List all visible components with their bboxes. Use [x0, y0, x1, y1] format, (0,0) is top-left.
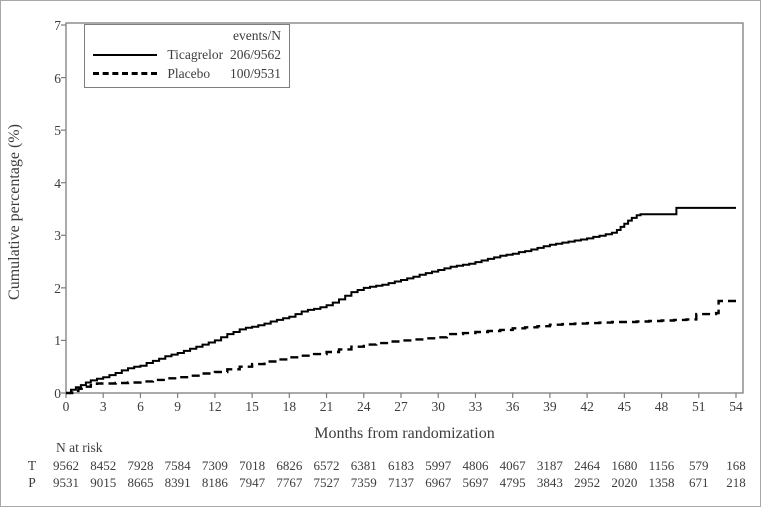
at-risk-value: 671 [689, 475, 709, 490]
legend-box: events/N Ticagrelor 206/9562 Placebo 100… [84, 24, 290, 88]
x-tick-label: 21 [319, 399, 334, 414]
x-tick-label: 3 [99, 399, 107, 414]
legend-label: Ticagrelor [167, 46, 224, 62]
at-risk-value: 1680 [611, 458, 638, 473]
at-risk-value: 7309 [201, 458, 228, 473]
y-tick-label: 5 [54, 123, 61, 139]
curve-placebo [66, 299, 738, 395]
x-tick-label: 6 [137, 399, 144, 414]
at-risk-value: 2952 [574, 475, 601, 490]
x-tick-label: 18 [282, 399, 297, 414]
at-risk-value: 168 [726, 458, 746, 473]
y-axis-title: Cumulative percentage (%) [6, 124, 23, 300]
plot-frame [65, 22, 744, 394]
at-risk-value: 8391 [164, 475, 191, 490]
at-risk-value: 1156 [648, 458, 675, 473]
at-risk-value: 8186 [201, 475, 228, 490]
y-tick-label: 0 [54, 386, 61, 401]
at-risk-value: 6183 [388, 458, 414, 473]
at-risk-value: 218 [726, 475, 746, 490]
at-risk-value: 7359 [350, 475, 377, 490]
x-tick-label: 48 [654, 399, 669, 414]
x-tick-label: 54 [729, 399, 743, 414]
at-risk-value: 9562 [53, 458, 79, 473]
x-tick-label: 30 [431, 399, 445, 414]
at-risk-value: 6826 [276, 458, 303, 473]
y-tick-label: 6 [54, 70, 61, 86]
at-risk-value: 6967 [425, 475, 452, 490]
x-axis-title: Months from randomization [314, 425, 495, 442]
x-tick-label: 24 [357, 399, 371, 414]
at-risk-value: 7947 [239, 475, 266, 490]
at-risk-value: 8452 [90, 458, 117, 473]
x-tick-label: 39 [543, 399, 557, 414]
y-tick-label: 7 [54, 18, 61, 33]
at-risk-value: 4067 [499, 458, 526, 473]
x-tick-label: 9 [174, 399, 182, 414]
x-tick-label: 36 [505, 399, 520, 414]
at-risk-value: 7018 [239, 458, 266, 473]
at-risk-value: 6381 [350, 458, 377, 473]
legend-header: events/N [233, 28, 281, 43]
y-tick-label: 2 [54, 280, 61, 296]
x-tick-label: 27 [394, 399, 408, 414]
at-risk-value: 7137 [388, 475, 414, 490]
at-risk-value: 5697 [462, 475, 489, 490]
x-tick-label: 42 [580, 399, 594, 414]
at-risk-value: 1358 [648, 475, 675, 490]
at-risk-value: 3187 [536, 458, 563, 473]
at-risk-value: 7767 [276, 475, 303, 490]
at-risk-value: 6572 [313, 458, 340, 473]
x-tick-label: 33 [468, 399, 483, 414]
at-risk-row-label-T: T [27, 458, 37, 473]
legend-events-n: 206/9562 [229, 46, 281, 62]
at-risk-value: 7928 [127, 458, 154, 473]
at-risk-row-label-P: P [28, 475, 36, 490]
dashed-line-swatch [93, 72, 158, 75]
at-risk-value: 9015 [90, 475, 117, 490]
at-risk-value: 7584 [164, 458, 191, 473]
legend-entry-placebo: Placebo 100/9531 [93, 64, 281, 83]
x-tick-label: 15 [245, 399, 259, 414]
at-risk-value: 4795 [499, 475, 526, 490]
at-risk-value: 2464 [574, 458, 601, 473]
legend-label: Placebo [167, 65, 211, 81]
x-tick-label: 51 [692, 399, 706, 414]
at-risk-value: 7527 [313, 475, 340, 490]
at-risk-value: 9531 [53, 475, 79, 490]
y-tick-label: 4 [54, 175, 61, 191]
x-tick-label: 0 [62, 399, 70, 414]
legend-events-n: 100/9531 [229, 65, 281, 81]
at-risk-value: 2020 [611, 475, 638, 490]
n-at-risk-header: N at risk [56, 440, 103, 455]
solid-line-swatch [93, 53, 158, 56]
at-risk-value: 4806 [462, 458, 489, 473]
curve-ticagrelor [66, 206, 736, 394]
y-tick-label: 3 [54, 228, 61, 244]
at-risk-value: 3843 [536, 475, 563, 490]
at-risk-value: 8665 [127, 475, 154, 490]
x-tick-label: 45 [617, 399, 632, 414]
y-tick-label: 1 [54, 333, 61, 349]
at-risk-value: 579 [689, 458, 709, 473]
legend-entry-ticagrelor: Ticagrelor 206/9562 [93, 45, 281, 64]
x-tick-label: 12 [208, 399, 222, 414]
at-risk-value: 5997 [425, 458, 452, 473]
